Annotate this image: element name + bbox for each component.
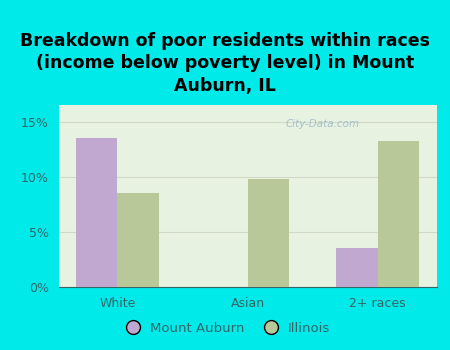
Legend: Mount Auburn, Illinois: Mount Auburn, Illinois — [114, 316, 336, 340]
Bar — [117, 193, 159, 287]
Text: Breakdown of poor residents within races
(income below poverty level) in Mount
A: Breakdown of poor residents within races… — [20, 32, 430, 94]
Bar — [248, 179, 289, 287]
Bar — [336, 248, 378, 287]
Text: City-Data.com: City-Data.com — [286, 119, 360, 129]
Bar — [378, 141, 419, 287]
Bar — [76, 138, 117, 287]
